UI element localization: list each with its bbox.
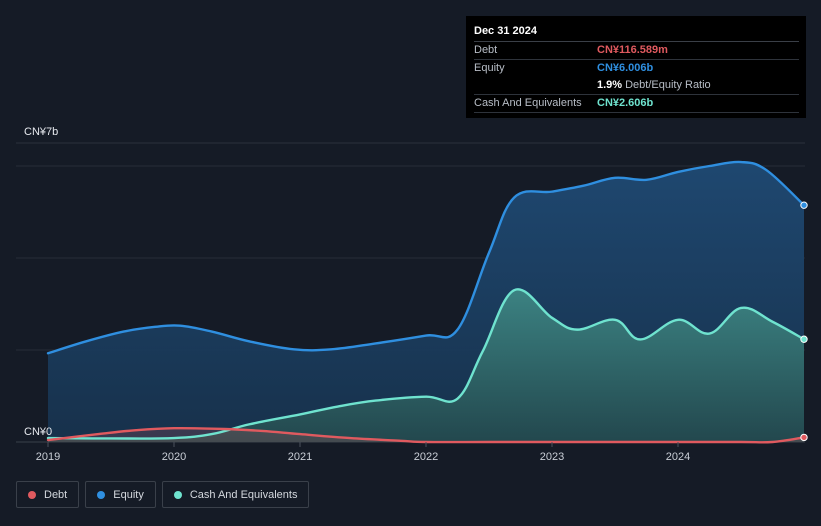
- legend: Debt Equity Cash And Equivalents: [16, 481, 310, 508]
- debt-area: [48, 428, 804, 443]
- debt-line: [46, 426, 806, 444]
- cash-line: [46, 288, 806, 440]
- legend-cash-label: Cash And Equivalents: [189, 488, 298, 501]
- debt-endpoint: [800, 433, 808, 442]
- tooltip-debt-label: Debt: [474, 44, 498, 56]
- tooltip-ratio-value: 1.9%: [597, 79, 623, 91]
- cash-endpoint: [800, 335, 808, 343]
- cash-dot-icon: [173, 490, 182, 499]
- cash-area: [48, 289, 804, 442]
- debt-dot-icon: [28, 490, 36, 499]
- legend-item-cash[interactable]: Cash And Equivalents: [161, 481, 310, 508]
- equity-line: [46, 160, 806, 355]
- x-tick-label-2023: 2023: [540, 451, 564, 463]
- x-tick-label-2024: 2024: [666, 451, 690, 463]
- x-tick-label-2020: 2020: [162, 451, 186, 463]
- x-tick-label-2022: 2022: [414, 451, 438, 463]
- tooltip-equity-label: Equity: [474, 62, 505, 74]
- tooltip-debt-value: CN¥116.589m: [597, 44, 668, 56]
- y-axis-zero-label: CN¥0: [24, 426, 52, 438]
- tooltip-row-equity: Equity CN¥6.006b: [474, 59, 799, 77]
- x-tick-label-2019: 2019: [36, 451, 60, 463]
- equity-dot-icon: [97, 490, 106, 499]
- tooltip-ratio-spacer: [474, 77, 597, 94]
- tooltip-equity-value: CN¥6.006b: [597, 62, 654, 74]
- x-axis: 2019 2020 2021 2022 2023 2024: [36, 442, 690, 463]
- legend-item-equity[interactable]: Equity: [85, 481, 156, 508]
- y-axis-top-label: CN¥7b: [24, 126, 58, 138]
- tooltip-date: Dec 31 2024: [474, 25, 537, 37]
- x-tick-label-2021: 2021: [288, 451, 312, 463]
- series-lines: [46, 160, 806, 444]
- tooltip-row-ratio: 1.9% Debt/Equity Ratio: [474, 77, 799, 94]
- tooltip-panel: Dec 31 2024 Debt CN¥116.589m Equity CN¥6…: [466, 16, 806, 118]
- series-areas: [48, 161, 804, 443]
- tooltip-cash-label: Cash And Equivalents: [474, 97, 582, 109]
- tooltip-ratio-label: Debt/Equity Ratio: [625, 79, 711, 91]
- tooltip-row-debt: Debt CN¥116.589m: [474, 41, 799, 59]
- tooltip-cash-value: CN¥2.606b: [597, 97, 654, 109]
- tooltip-row-cash: Cash And Equivalents CN¥2.606b: [474, 94, 799, 113]
- series-endpoints: [800, 201, 808, 442]
- legend-item-debt[interactable]: Debt: [16, 481, 80, 508]
- equity-endpoint: [800, 201, 808, 209]
- legend-equity-label: Equity: [113, 488, 144, 501]
- legend-debt-label: Debt: [44, 488, 68, 501]
